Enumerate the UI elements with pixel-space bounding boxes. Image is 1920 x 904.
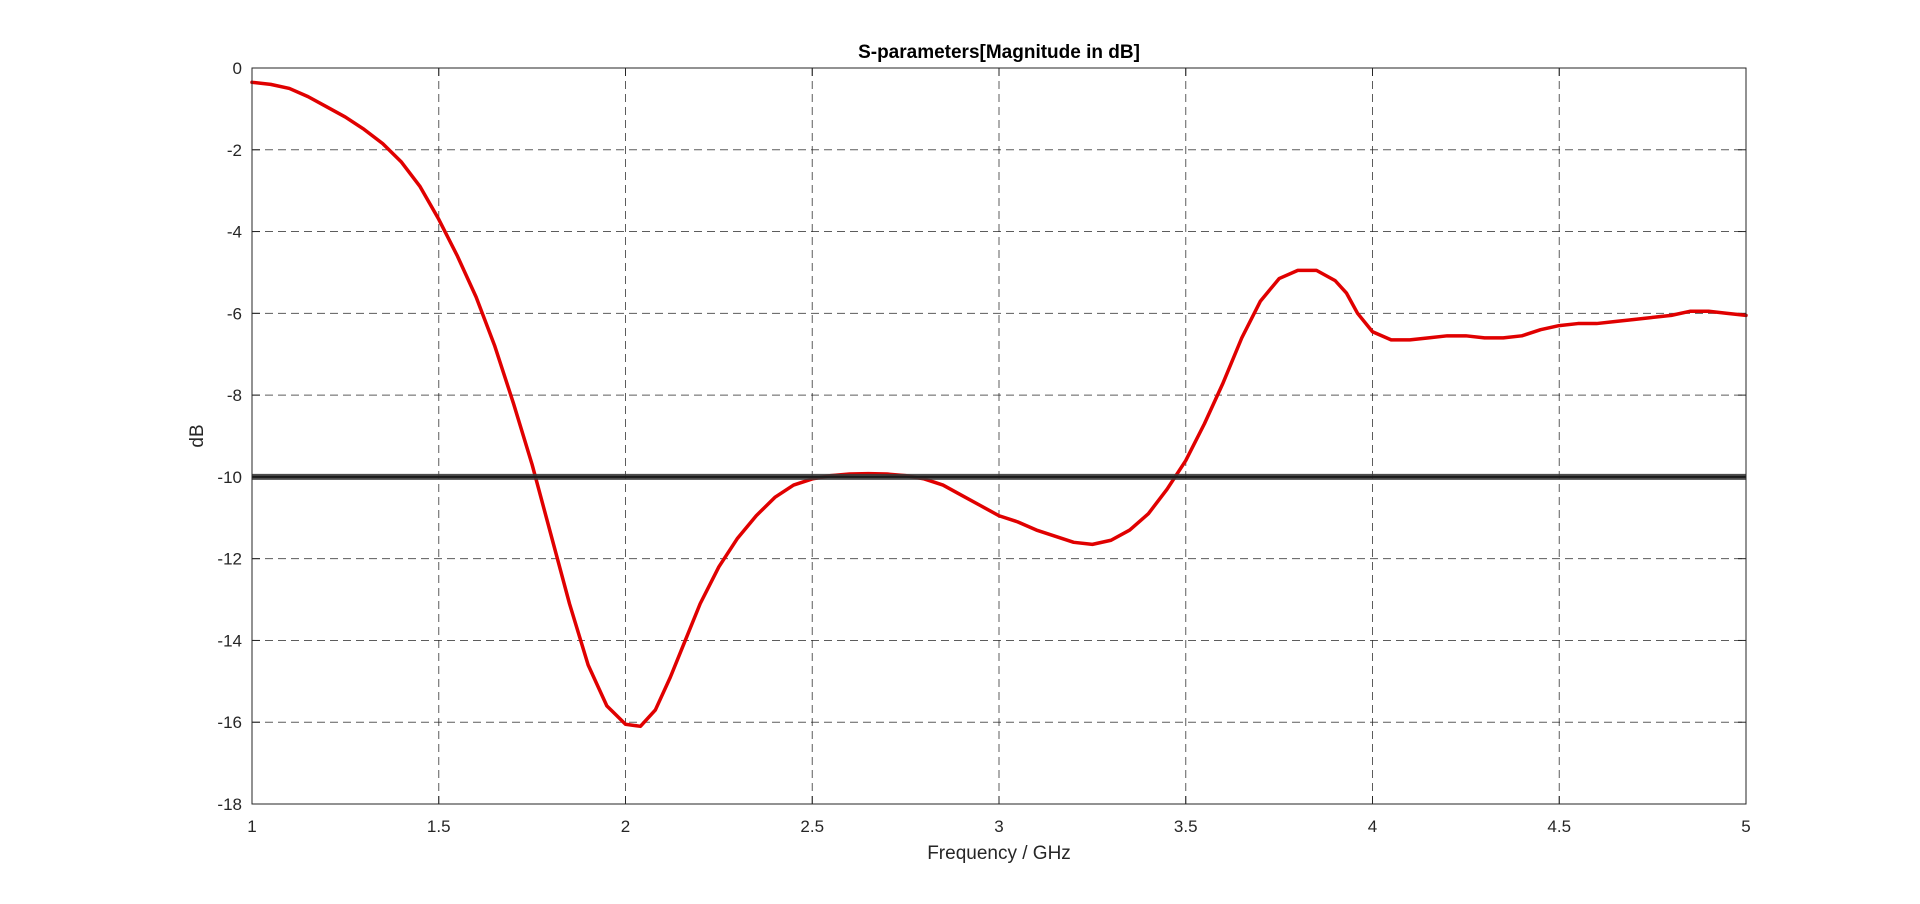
y-tick-label: -6: [227, 304, 242, 323]
y-tick-label: -14: [217, 631, 242, 650]
x-tick-label: 1: [247, 817, 256, 836]
y-tick-label: -2: [227, 141, 242, 160]
grid-layer: [251, 67, 1747, 805]
chart-title: S-parameters[Magnitude in dB]: [858, 42, 1140, 63]
y-tick-labels: 0 -2 -4 -6 -8 -10 -12 -14 -16 -18: [217, 59, 242, 814]
x-tick-label: 2: [621, 817, 630, 836]
x-tick-label: 1.5: [427, 817, 451, 836]
y-tick-label: -16: [217, 713, 242, 732]
x-axis-title: Frequency / GHz: [927, 843, 1071, 864]
y-tick-label: -4: [227, 223, 242, 242]
x-tick-label: 5: [1741, 817, 1750, 836]
y-tick-label: 0: [233, 59, 242, 78]
x-tick-label: 3: [994, 817, 1003, 836]
plot-border: [251, 67, 1747, 805]
series-layer: [250, 80, 1748, 729]
y-tick-label: -10: [217, 468, 242, 487]
s11-curve: [250, 80, 1748, 729]
x-tick-label: 2.5: [800, 817, 824, 836]
y-axis-title: dB: [187, 424, 208, 447]
x-tick-labels: 1 1.5 2 2.5 3 3.5 4 4.5 5: [247, 817, 1750, 836]
y-tick-label: -18: [217, 795, 242, 814]
y-tick-label: -8: [227, 386, 242, 405]
y-tick-label: -12: [217, 550, 242, 569]
x-tick-label: 4.5: [1547, 817, 1571, 836]
x-tick-label: 4: [1368, 817, 1377, 836]
x-tick-label: 3.5: [1174, 817, 1198, 836]
